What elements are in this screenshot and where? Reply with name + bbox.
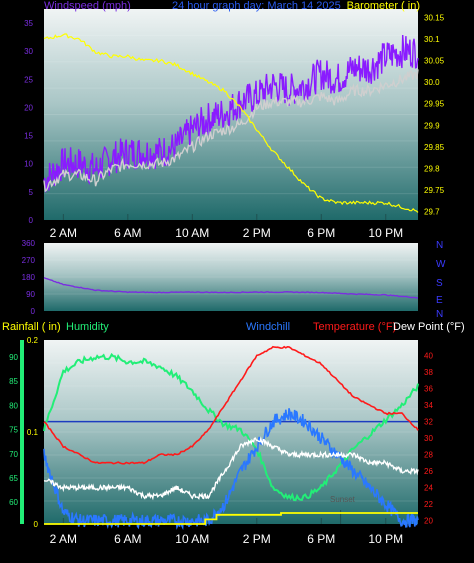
barometer-tick-label: 29.75 bbox=[424, 186, 445, 195]
x-axis-label: 2 AM bbox=[50, 226, 77, 240]
rainfall-tick-label: 0.1 bbox=[27, 428, 39, 437]
windchill-legend: Windchill bbox=[246, 321, 290, 333]
temperature-tick-label: 22 bbox=[424, 500, 433, 509]
windspeed-series bbox=[43, 34, 419, 193]
direction-letter: N bbox=[436, 309, 443, 320]
gust-series bbox=[43, 69, 419, 193]
x-axis-label: 10 AM bbox=[175, 226, 209, 240]
barometer-tick-label: 29.9 bbox=[424, 121, 440, 130]
temperature-tick-label: 36 bbox=[424, 385, 433, 394]
rainfall-axis-title: Rainfall ( in) bbox=[2, 321, 61, 333]
humidity-tick-label: 80 bbox=[9, 401, 18, 410]
barometer-tick-label: 30.1 bbox=[424, 35, 440, 44]
rainfall-tick-label: 0 bbox=[34, 520, 39, 529]
barometer-series bbox=[43, 33, 419, 213]
temperature-series bbox=[43, 345, 419, 465]
x-axis-label: 2 PM bbox=[243, 226, 271, 240]
x-axis-label: 6 PM bbox=[307, 532, 335, 546]
direction-tick-label: 0 bbox=[31, 307, 36, 316]
direction-letter: W bbox=[436, 259, 446, 270]
direction-tick-label: 90 bbox=[26, 290, 35, 299]
dewpoint-legend: Dew Point (°F) bbox=[393, 321, 465, 333]
humidity-tick-label: 65 bbox=[9, 474, 18, 483]
windspeed-tick-label: 25 bbox=[24, 75, 33, 84]
windspeed-tick-label: 30 bbox=[24, 47, 33, 56]
barometer-tick-label: 29.8 bbox=[424, 164, 440, 173]
barometer-tick-label: 30.05 bbox=[424, 57, 445, 66]
barometer-tick-label: 29.95 bbox=[424, 100, 445, 109]
direction-letter: S bbox=[436, 278, 443, 289]
dewpoint-series bbox=[43, 436, 419, 501]
temperature-tick-label: 24 bbox=[424, 484, 433, 493]
temperature-tick-label: 32 bbox=[424, 418, 433, 427]
temperature-tick-label: 38 bbox=[424, 368, 433, 377]
rainfall-tick-label: 0.2 bbox=[27, 336, 39, 345]
x-axis-label: 2 PM bbox=[243, 532, 271, 546]
windspeed-axis-title: Windspeed (mph) bbox=[44, 0, 131, 12]
rainfall-series bbox=[44, 512, 418, 525]
humidity-tick-label: 90 bbox=[9, 353, 18, 362]
barometer-tick-label: 29.85 bbox=[424, 143, 445, 152]
humidity-legend: Humidity bbox=[66, 321, 109, 333]
x-axis-label: 10 AM bbox=[175, 532, 209, 546]
humidity-tick-label: 70 bbox=[9, 450, 18, 459]
temperature-tick-label: 20 bbox=[424, 517, 433, 526]
x-axis-label: 6 AM bbox=[114, 532, 141, 546]
humidity-tick-label: 85 bbox=[9, 377, 18, 386]
windspeed-tick-label: 20 bbox=[24, 103, 33, 112]
temperature-tick-label: 30 bbox=[424, 434, 433, 443]
direction-panel-background bbox=[44, 243, 418, 311]
bottom-panel-background bbox=[44, 340, 418, 524]
x-axis-label: 10 PM bbox=[368, 532, 403, 546]
x-axis-label: 6 PM bbox=[307, 226, 335, 240]
direction-letter: N bbox=[436, 240, 443, 251]
top-panel-background bbox=[44, 9, 418, 220]
temperature-tick-label: 40 bbox=[424, 352, 433, 361]
temperature-tick-label: 28 bbox=[424, 451, 433, 460]
windspeed-tick-label: 35 bbox=[24, 19, 33, 28]
barometer-tick-label: 30.0 bbox=[424, 78, 440, 87]
humidity-tick-label: 60 bbox=[9, 498, 18, 507]
barometer-tick-label: 30.15 bbox=[424, 14, 445, 23]
windspeed-tick-label: 10 bbox=[24, 160, 33, 169]
humidity-axis-bar bbox=[20, 340, 24, 524]
direction-tick-label: 270 bbox=[22, 256, 36, 265]
humidity-series bbox=[43, 352, 419, 502]
humidity-tick-label: 75 bbox=[9, 426, 18, 435]
windspeed-tick-label: 5 bbox=[29, 188, 34, 197]
x-axis-label: 2 AM bbox=[50, 532, 77, 546]
temperature-tick-label: 26 bbox=[424, 467, 433, 476]
direction-tick-label: 180 bbox=[22, 273, 36, 282]
x-axis-label: 10 PM bbox=[368, 226, 403, 240]
direction-series bbox=[43, 276, 419, 299]
x-axis-label: 6 AM bbox=[114, 226, 141, 240]
direction-letter: E bbox=[436, 295, 443, 306]
direction-tick-label: 360 bbox=[22, 239, 36, 248]
temperature-legend: Temperature (°F) bbox=[313, 321, 396, 333]
barometer-axis-title: Barometer ( in) bbox=[347, 0, 420, 12]
barometer-tick-label: 29.7 bbox=[424, 207, 440, 216]
windspeed-tick-label: 15 bbox=[24, 132, 33, 141]
sunset-label: Sunset bbox=[330, 495, 356, 504]
graph-title: 24 hour graph day: March 14 2025 bbox=[172, 0, 341, 12]
temperature-tick-label: 34 bbox=[424, 401, 433, 410]
windspeed-tick-label: 0 bbox=[29, 216, 34, 225]
windchill-series bbox=[43, 408, 419, 531]
